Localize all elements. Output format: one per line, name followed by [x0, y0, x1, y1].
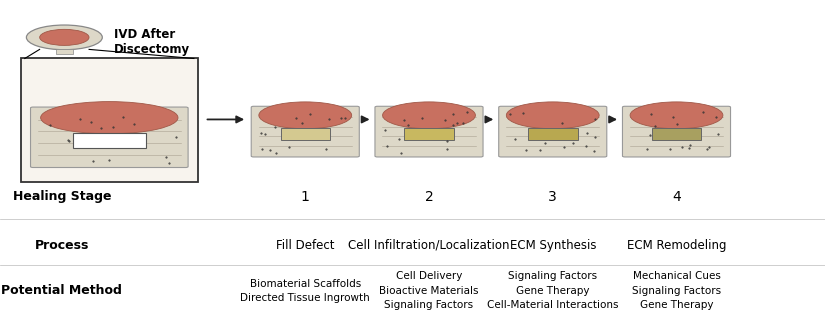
Text: Biomaterial Scaffolds
Directed Tissue Ingrowth: Biomaterial Scaffolds Directed Tissue In…	[240, 279, 370, 303]
Ellipse shape	[40, 102, 178, 134]
Ellipse shape	[507, 102, 599, 129]
Ellipse shape	[40, 29, 89, 46]
Text: IVD After
Discectomy: IVD After Discectomy	[114, 28, 190, 56]
Text: 1: 1	[301, 189, 309, 204]
Text: Signaling Factors
Gene Therapy
Cell-Material Interactions: Signaling Factors Gene Therapy Cell-Mate…	[487, 271, 619, 310]
FancyBboxPatch shape	[251, 106, 360, 157]
Ellipse shape	[630, 102, 723, 129]
Bar	[21, 58, 198, 182]
Text: ECM Synthesis: ECM Synthesis	[510, 239, 596, 252]
Bar	[73, 133, 146, 148]
Text: Healing Stage: Healing Stage	[12, 190, 111, 203]
FancyBboxPatch shape	[375, 106, 483, 157]
Text: ECM Remodeling: ECM Remodeling	[627, 239, 726, 252]
Bar	[404, 128, 454, 140]
Ellipse shape	[26, 25, 102, 50]
Bar	[528, 128, 578, 140]
Text: Fill Defect: Fill Defect	[276, 239, 334, 252]
Ellipse shape	[383, 102, 475, 129]
Text: 3: 3	[549, 189, 557, 204]
FancyBboxPatch shape	[498, 106, 607, 157]
Text: Cell Delivery
Bioactive Materials
Signaling Factors: Cell Delivery Bioactive Materials Signal…	[380, 271, 478, 310]
Text: Process: Process	[35, 239, 89, 252]
Bar	[56, 49, 73, 54]
Text: 4: 4	[672, 189, 681, 204]
Bar	[652, 128, 701, 140]
Bar	[280, 128, 330, 140]
FancyBboxPatch shape	[622, 106, 730, 157]
FancyBboxPatch shape	[31, 107, 188, 167]
Text: Cell Infiltration/Localization: Cell Infiltration/Localization	[348, 239, 510, 252]
Ellipse shape	[259, 102, 351, 129]
Text: Potential Method: Potential Method	[2, 284, 122, 297]
Text: 2: 2	[425, 189, 433, 204]
Text: Mechanical Cues
Signaling Factors
Gene Therapy: Mechanical Cues Signaling Factors Gene T…	[632, 271, 721, 310]
